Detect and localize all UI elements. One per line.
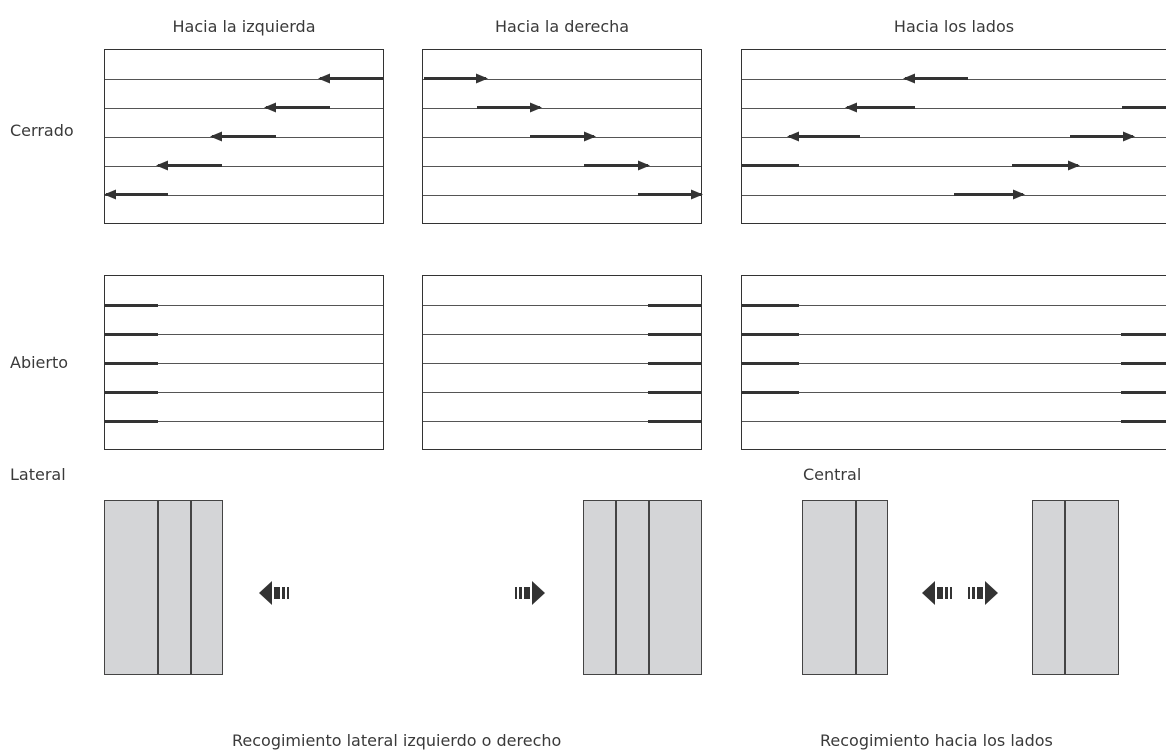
open-left-panel bbox=[104, 275, 384, 450]
open-right-panel bbox=[422, 275, 702, 450]
stack-central-right bbox=[1032, 500, 1119, 675]
stack-central-left bbox=[802, 500, 888, 675]
block-arrow-central-right-icon bbox=[968, 581, 998, 605]
block-arrow-left-icon bbox=[259, 581, 289, 605]
open-sides-panel bbox=[741, 275, 1166, 450]
row-label-closed: Cerrado bbox=[10, 121, 74, 140]
column-title-left: Hacia la izquierda bbox=[172, 17, 316, 36]
stack-label-lateral: Lateral bbox=[10, 465, 66, 484]
column-title-right: Hacia la derecha bbox=[494, 17, 630, 36]
block-arrow-right-icon bbox=[515, 581, 545, 605]
row-label-open: Abierto bbox=[10, 353, 69, 372]
stack-left bbox=[104, 500, 223, 675]
block-arrow-central-left-icon bbox=[922, 581, 952, 605]
caption-sides: Recogimiento hacia los lados bbox=[820, 731, 1053, 750]
column-title-sides: Hacia los lados bbox=[893, 17, 1015, 36]
caption-lateral: Recogimiento lateral izquierdo o derecho bbox=[232, 731, 562, 750]
stack-label-central: Central bbox=[803, 465, 862, 484]
stack-right bbox=[583, 500, 702, 675]
